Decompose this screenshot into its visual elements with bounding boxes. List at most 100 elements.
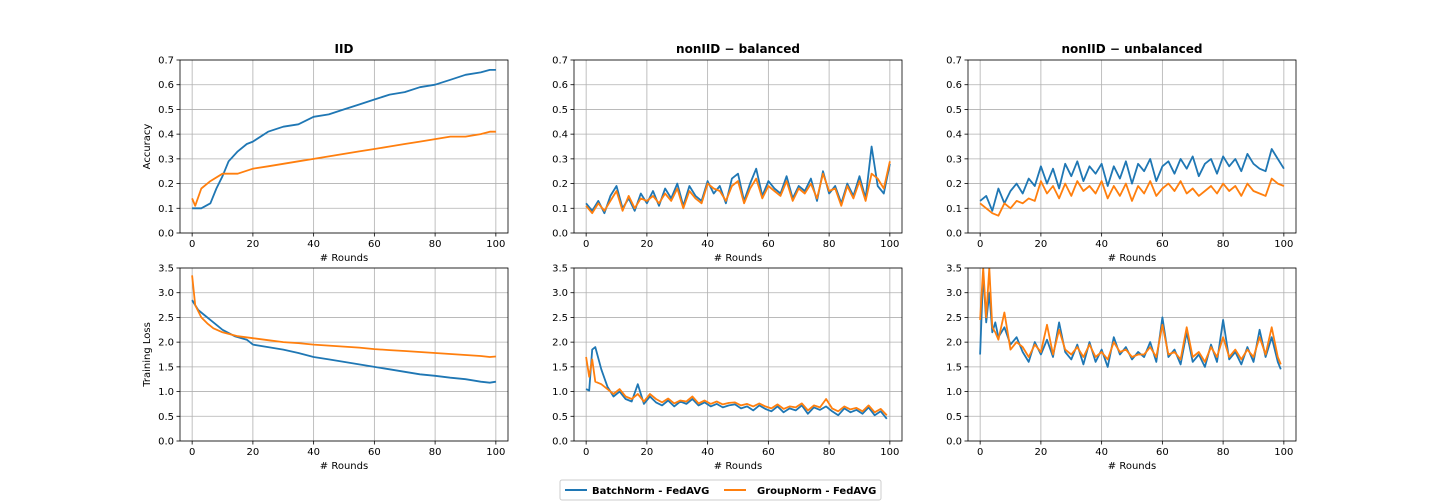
y-tick-label: 0.0: [946, 229, 962, 240]
axes-frame: [573, 59, 903, 234]
y-tick-label: 0.4: [158, 130, 174, 141]
panels-group: 0 20 40 60 80 100 0.0 0.1 0.2 0.3 0.4 0.5 0.6 0.7 # Ro…: [142, 42, 1297, 472]
x-tick-label: 100: [880, 447, 899, 458]
y-tick-label: 0.5: [552, 412, 568, 423]
legend-label-batchnorm: BatchNorm - FedAVG: [592, 486, 709, 497]
x-tick-label: 40: [1095, 447, 1108, 458]
x-tick-label: 60: [368, 239, 381, 250]
x-axis-label: # Rounds: [320, 461, 368, 472]
y-tick-label: 2.0: [158, 338, 174, 349]
y-axis-label: Accuracy: [142, 124, 153, 170]
y-tick-label: 1.0: [946, 387, 962, 398]
x-tick-label: 0: [189, 239, 195, 250]
series-line-groupnorm: [191, 130, 496, 207]
y-tick-label: 1.5: [946, 362, 962, 373]
x-tick-label: 40: [701, 239, 714, 250]
y-tick-label: 0.4: [946, 130, 962, 141]
y-tick-label: 1.0: [552, 387, 568, 398]
y-tick-label: 1.0: [158, 387, 174, 398]
y-tick-label: 3.5: [946, 264, 962, 275]
axes-frame: [967, 59, 1297, 234]
axes-frame: [967, 267, 1297, 442]
y-axis-label: Training Loss: [142, 322, 153, 388]
x-axis-label: # Rounds: [1108, 253, 1156, 264]
y-tick-label: 0.1: [552, 204, 568, 215]
x-tick-label: 80: [823, 239, 836, 250]
x-tick-label: 100: [486, 447, 505, 458]
x-tick-label: 60: [1156, 239, 1169, 250]
y-tick-label: 3.5: [158, 264, 174, 275]
x-tick-label: 80: [429, 447, 442, 458]
series-line-batchnorm: [191, 299, 497, 384]
y-tick-label: 0.6: [158, 80, 174, 91]
x-tick-label: 60: [762, 447, 775, 458]
x-tick-label: 100: [1274, 447, 1293, 458]
y-tick-label: 0.0: [158, 229, 174, 240]
y-tick-label: 0.6: [552, 80, 568, 91]
y-tick-label: 0.0: [552, 229, 568, 240]
y-tick-label: 0.3: [158, 154, 174, 165]
series-line-batchnorm: [585, 346, 888, 420]
x-tick-label: 20: [641, 447, 654, 458]
y-tick-label: 3.5: [552, 264, 568, 275]
x-tick-label: 60: [762, 239, 775, 250]
y-tick-label: 2.0: [946, 338, 962, 349]
y-tick-label: 0.2: [552, 179, 568, 190]
x-axis-label: # Rounds: [1108, 461, 1156, 472]
chart-panel-2: 0 20 40 60 80 100 0.0 0.1 0.2 0.3 0.4 0.5 0.6 0.7 # Ro…: [552, 42, 903, 264]
y-tick-label: 2.5: [552, 313, 568, 324]
y-tick-label: 0.6: [946, 80, 962, 91]
x-tick-label: 40: [701, 447, 714, 458]
chart-panel-4: 0 20 40 60 80 100 0.0 0.5 1.0 1.5 2.0 2.5 3.0 3.5 # Ro…: [142, 264, 509, 472]
x-tick-label: 0: [977, 239, 983, 250]
series-line-groupnorm: [585, 356, 888, 416]
x-tick-label: 0: [977, 447, 983, 458]
y-tick-label: 2.5: [946, 313, 962, 324]
y-tick-label: 0.1: [158, 204, 174, 215]
x-tick-label: 0: [583, 447, 589, 458]
x-tick-label: 80: [429, 239, 442, 250]
x-tick-label: 80: [1217, 447, 1230, 458]
x-axis-label: # Rounds: [714, 253, 762, 264]
chart-panel-5: 0 20 40 60 80 100 0.0 0.5 1.0 1.5 2.0 2.5 3.0 3.5 # Ro…: [552, 264, 903, 472]
x-tick-label: 80: [1217, 239, 1230, 250]
x-tick-label: 40: [1095, 239, 1108, 250]
series-line-groupnorm: [979, 177, 1285, 217]
legend-label-groupnorm: GroupNorm - FedAVG: [757, 486, 876, 497]
y-tick-label: 0.1: [946, 204, 962, 215]
panel-title: nonIID − balanced: [676, 42, 800, 56]
y-tick-label: 0.5: [552, 105, 568, 116]
y-tick-label: 2.0: [552, 338, 568, 349]
y-tick-label: 0.0: [552, 437, 568, 448]
series-line-groupnorm: [979, 268, 1282, 365]
x-tick-label: 100: [486, 239, 505, 250]
panel-title: IID: [335, 42, 354, 56]
x-tick-label: 20: [1035, 447, 1048, 458]
series-line-batchnorm: [192, 69, 496, 210]
chart-panel-6: 0 20 40 60 80 100 0.0 0.5 1.0 1.5 2.0 2.5 3.0 3.5 # Ro…: [946, 264, 1297, 472]
y-tick-label: 1.5: [552, 362, 568, 373]
x-tick-label: 20: [1035, 239, 1048, 250]
x-tick-label: 40: [307, 447, 320, 458]
chart-panel-1: 0 20 40 60 80 100 0.0 0.1 0.2 0.3 0.4 0.5 0.6 0.7 # Ro…: [142, 42, 509, 264]
axes-frame: [179, 267, 509, 442]
series-line-groupnorm: [191, 275, 496, 358]
y-tick-label: 0.2: [158, 179, 174, 190]
x-tick-label: 20: [247, 239, 260, 250]
y-tick-label: 0.0: [158, 437, 174, 448]
x-axis-label: # Rounds: [320, 253, 368, 264]
legend: BatchNorm - FedAVG GroupNorm - FedAVG: [559, 479, 882, 501]
x-tick-label: 20: [641, 239, 654, 250]
x-axis-label: # Rounds: [714, 461, 762, 472]
y-tick-label: 3.0: [158, 288, 174, 299]
x-tick-label: 60: [1156, 447, 1169, 458]
y-tick-label: 0.7: [946, 56, 962, 67]
y-tick-label: 0.0: [946, 437, 962, 448]
y-tick-label: 0.5: [158, 412, 174, 423]
legend-box: [559, 479, 882, 501]
y-tick-label: 0.5: [946, 412, 962, 423]
y-tick-label: 3.0: [946, 288, 962, 299]
x-tick-label: 0: [583, 239, 589, 250]
y-tick-label: 3.0: [552, 288, 568, 299]
y-tick-label: 0.4: [552, 130, 568, 141]
